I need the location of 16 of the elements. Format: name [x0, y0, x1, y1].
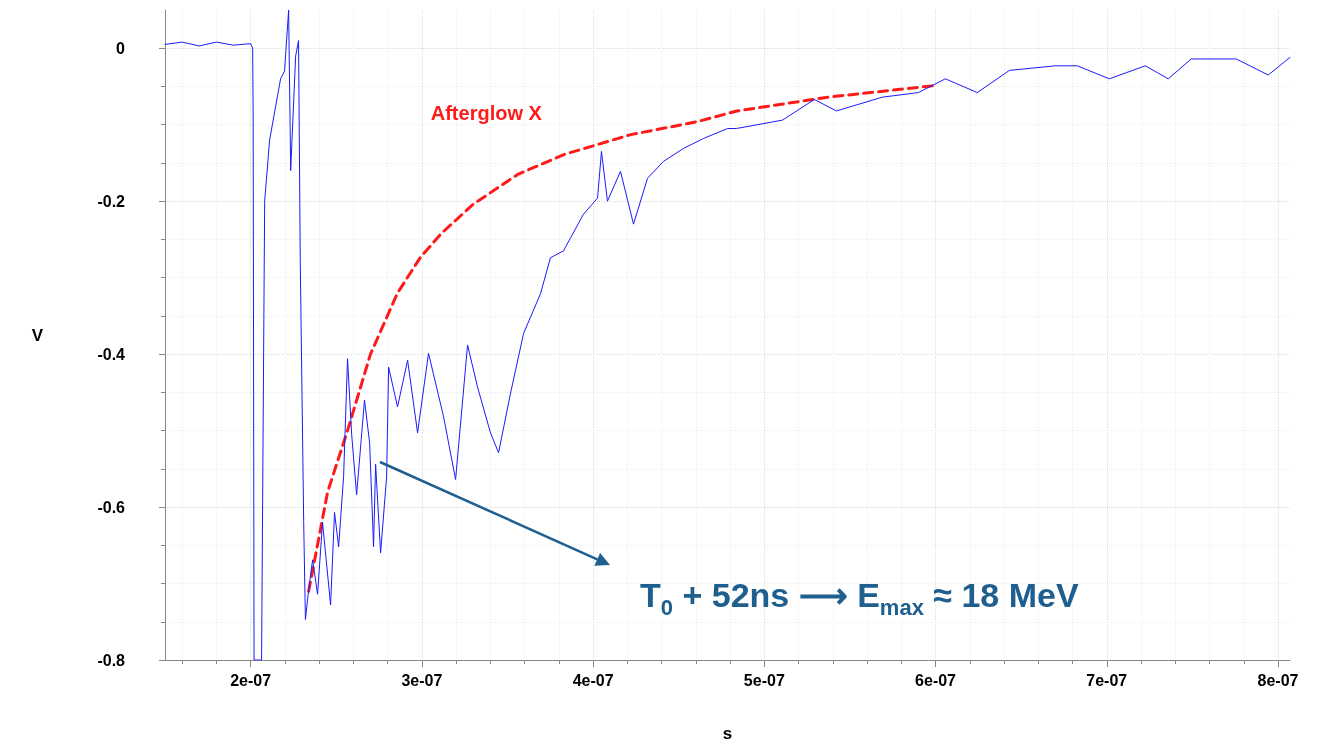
- y-tick-label: -0.8: [97, 651, 126, 669]
- x-axis-title: s: [722, 724, 733, 743]
- y-tick-label: 0: [116, 39, 126, 57]
- x-tick-label: 5e-07: [743, 671, 785, 689]
- x-tick-label: 2e-07: [230, 671, 272, 689]
- y-tick-label: -0.6: [97, 498, 126, 516]
- annotation: T$_{0}$ + 52ns ⟶ E$_{max}$ ≈ 18 MeV: [640, 575, 1079, 621]
- x-tick-label: 8e-07: [1257, 671, 1299, 689]
- y-tick-label: -0.2: [97, 192, 126, 210]
- y-tick-label: -0.4: [97, 345, 126, 363]
- x-tick-label: 4e-07: [572, 671, 614, 689]
- x-tick-label: 6e-07: [915, 671, 957, 689]
- y-axis-title: V: [31, 325, 44, 345]
- x-tick-label: 3e-07: [401, 671, 443, 689]
- series-label: Afterglow X: [430, 101, 543, 124]
- x-tick-label: 7e-07: [1086, 671, 1128, 689]
